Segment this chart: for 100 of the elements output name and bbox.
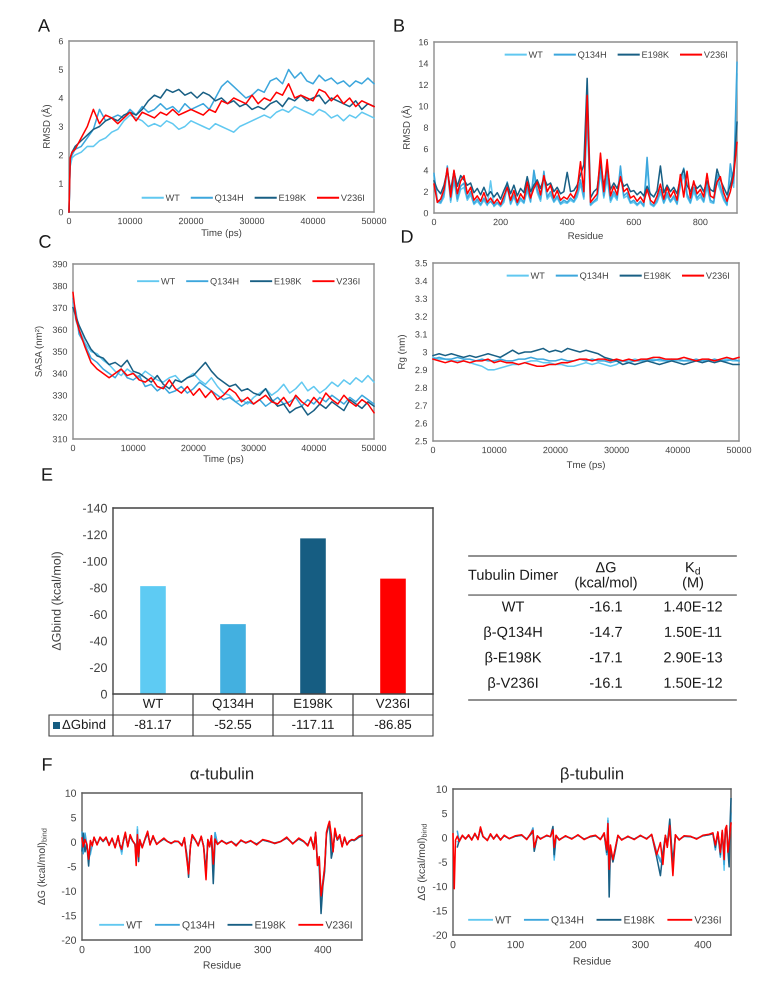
text: K$_{d}$ (M) bbox=[682, 562, 704, 590]
data-label: -117.11 bbox=[292, 720, 334, 729]
x-tick-label: 40000 bbox=[300, 218, 326, 224]
x-tick-label: 300 bbox=[632, 940, 649, 948]
x-tick-label: 0 bbox=[450, 940, 456, 948]
y-axis-title: RMSD (Å) bbox=[41, 104, 52, 148]
x-tick-label: 10000 bbox=[482, 446, 506, 454]
y-tick-label: 1 bbox=[59, 180, 64, 187]
x-axis-title: Time (ps) bbox=[201, 229, 242, 238]
y-tick-label: 0 bbox=[424, 210, 428, 216]
chart-title: β-tubulin bbox=[561, 767, 624, 783]
text: ΔG (kcal/mol) bbox=[575, 562, 637, 590]
legend-label: Q134H bbox=[580, 272, 608, 281]
y-tick-label: 3.3 bbox=[415, 296, 428, 302]
y-tick-label: 3 bbox=[58, 123, 64, 130]
y-tick-label: 3.5 bbox=[415, 260, 428, 266]
legend-label: V236I bbox=[336, 278, 360, 284]
x-tick-label: 40000 bbox=[665, 446, 690, 454]
text: 2.90E-13 bbox=[664, 652, 722, 662]
data-label: -52.55 bbox=[214, 720, 252, 730]
text: F bbox=[42, 758, 52, 771]
x-axis-title: Tme (ps) bbox=[566, 461, 605, 470]
y-tick-label: -140 bbox=[82, 504, 107, 513]
text: -16.1 bbox=[590, 678, 622, 688]
x-tick-label: 400 bbox=[560, 218, 574, 226]
y-tick-label: -15 bbox=[432, 907, 448, 915]
text: β-E198K bbox=[486, 652, 542, 666]
y-axis-title: ΔG (kcal/mol)$_{bind}$ bbox=[417, 824, 428, 900]
y-tick-label: 12 bbox=[419, 82, 428, 88]
y-axis-title: Rg (nm) bbox=[398, 335, 407, 369]
y-tick-label: 2.9 bbox=[415, 366, 428, 374]
legend-label: E198K bbox=[255, 921, 286, 929]
text: -16.1 bbox=[590, 601, 622, 612]
y-tick-label: 340 bbox=[52, 370, 68, 377]
legend-label: WT bbox=[495, 916, 512, 924]
y-tick-label: 5 bbox=[58, 66, 64, 73]
x-tick-label: 100 bbox=[508, 940, 524, 948]
x-tick-label: 200 bbox=[494, 218, 508, 226]
x-axis-title: Time (ps) bbox=[203, 455, 244, 464]
x-tick-label: 100 bbox=[134, 946, 150, 954]
legend-label: WT bbox=[126, 921, 142, 928]
y-tick-label: -40 bbox=[90, 636, 107, 646]
text: -14.7 bbox=[590, 626, 622, 637]
x-tick-label: 600 bbox=[626, 218, 641, 226]
legend-label: ΔGbind bbox=[62, 719, 106, 730]
text: 1.50E-12 bbox=[664, 678, 722, 688]
y-tick-label: 10 bbox=[436, 786, 448, 793]
text: Tubulin Dimer bbox=[468, 569, 558, 580]
x-tick-label: 50000 bbox=[362, 218, 386, 224]
y-tick-label: 5 bbox=[71, 814, 76, 822]
y-tick-label: 2 bbox=[424, 188, 428, 195]
legend-label: Q134H bbox=[551, 916, 584, 926]
legend-label: Q134H bbox=[578, 51, 606, 60]
x-tick-label: 200 bbox=[570, 940, 586, 948]
y-tick-label: 0 bbox=[442, 834, 448, 842]
text: 1.40E-12 bbox=[664, 601, 722, 612]
legend-label: Q134H bbox=[182, 921, 214, 930]
x-tick-label: 800 bbox=[693, 218, 708, 226]
legend-label: V236I bbox=[325, 921, 352, 929]
y-tick-label: 10 bbox=[419, 103, 428, 110]
chart-title: C bbox=[39, 235, 51, 248]
y-tick-label: 6 bbox=[424, 146, 428, 152]
legend-label: V236I bbox=[694, 916, 721, 924]
y-tick-label: 0 bbox=[100, 690, 107, 699]
x-axis-title: Residue bbox=[574, 957, 611, 965]
y-axis-title: RMSD (Å) bbox=[401, 106, 412, 149]
y-tick-label: 3 bbox=[422, 348, 428, 356]
y-tick-label: -100 bbox=[82, 556, 107, 566]
x-tick-label: 400 bbox=[694, 940, 712, 948]
y-tick-label: 2 bbox=[58, 152, 63, 158]
x-tick-label: 30000 bbox=[241, 444, 266, 452]
y-tick-label: 2.7 bbox=[415, 402, 427, 409]
legend-label: Q134H bbox=[215, 194, 243, 203]
y-tick-label: 0 bbox=[71, 838, 76, 846]
legend-label: E198K bbox=[642, 51, 669, 58]
y-tick-label: 3.1 bbox=[415, 331, 428, 338]
y-tick-label: -80 bbox=[90, 584, 107, 592]
y-tick-label: 0 bbox=[58, 208, 64, 216]
y-tick-label: 16 bbox=[419, 38, 428, 46]
y-tick-label: 2.8 bbox=[415, 384, 428, 391]
y-tick-label: 360 bbox=[52, 326, 68, 333]
x-axis-title: Residue bbox=[568, 232, 603, 240]
y-tick-label: 330 bbox=[52, 392, 68, 399]
x-axis-title: Residue bbox=[204, 961, 241, 969]
legend-label: WT bbox=[161, 278, 176, 284]
y-tick-label: 5 bbox=[442, 810, 448, 818]
y-tick-label: 3.2 bbox=[415, 313, 427, 320]
legend-label: Q134H bbox=[210, 278, 238, 286]
x-tick-label: 20000 bbox=[543, 446, 568, 454]
y-axis-title: SASA (nm²) bbox=[34, 326, 44, 377]
y-tick-label: 390 bbox=[52, 260, 68, 268]
y-tick-label: 350 bbox=[52, 348, 68, 355]
x-tick-label: 20000 bbox=[181, 444, 206, 452]
y-tick-label: 370 bbox=[52, 304, 68, 312]
x-tick-label: E198K bbox=[294, 698, 333, 708]
y-tick-label: 8 bbox=[424, 124, 428, 131]
x-tick-label: 300 bbox=[254, 946, 271, 954]
chart-title: A bbox=[38, 19, 50, 32]
legend-label: V236I bbox=[704, 51, 727, 58]
chart-title: E bbox=[42, 468, 52, 481]
